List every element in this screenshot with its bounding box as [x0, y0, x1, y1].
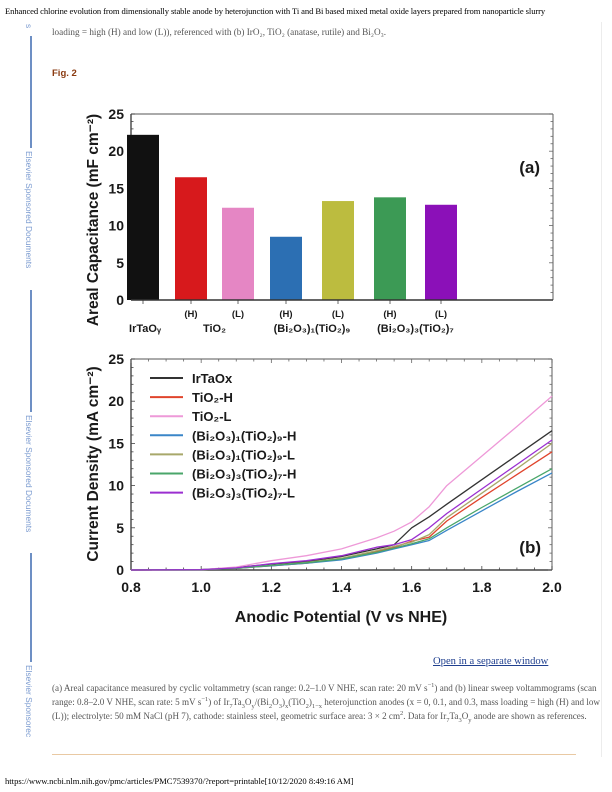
y-tick-label: 0: [116, 562, 124, 578]
y-tick-label: 5: [116, 255, 124, 271]
sidebar-label: Elsevier Sponsorec: [24, 665, 34, 738]
sidebar-label: Elsevier Sponsored Documents: [24, 415, 34, 533]
x-tick-label: 1.0: [191, 579, 211, 595]
x-tick-label: 0.8: [121, 579, 141, 595]
legend-label: TiO₂-H: [192, 390, 233, 405]
y-tick-label: 20: [108, 143, 124, 159]
category-load-label: (L): [332, 309, 344, 320]
legend-label: IrTaOx: [192, 371, 233, 386]
y-tick-label: 15: [108, 180, 124, 196]
section-divider: [52, 754, 576, 755]
bar: [374, 197, 406, 300]
bar: [425, 204, 457, 300]
document-title: Enhanced chlorine evolution from dimensi…: [5, 6, 546, 16]
category-load-label: (H): [383, 309, 396, 320]
y-axis-title: Current Density (mA cm⁻²): [85, 366, 102, 561]
y-tick-label: 0: [116, 292, 124, 308]
y-tick-label: 10: [108, 218, 124, 234]
legend-label: (Bi₂O₃)₁(TiO₂)₉-L: [192, 447, 295, 462]
y-axis-title: Areal Capacitance (mF cm⁻²): [85, 114, 102, 326]
y-tick-label: 25: [108, 351, 124, 367]
panel-label: (a): [519, 158, 540, 177]
y-tick-label: 10: [108, 478, 124, 494]
sidebar-label: Elsevier Sponsored Documents: [24, 151, 34, 269]
legend-label: TiO₂-L: [192, 409, 232, 424]
legend-label: (Bi₂O₃)₃(TiO₂)₇-H: [192, 467, 296, 482]
y-tick-label: 5: [116, 520, 124, 536]
legend-label: (Bi₂O₃)₁(TiO₂)₉-H: [192, 428, 296, 443]
y-tick-label: 25: [108, 106, 124, 122]
series-line: [130, 439, 553, 571]
category-load-label: (L): [435, 309, 447, 320]
sidebar-watermark: s Elsevier Sponsored Documents Elsevier …: [0, 0, 40, 780]
sidebar-rule: [30, 36, 32, 148]
category-label: IrTaOᵧ: [129, 323, 162, 335]
sidebar-rule: [30, 553, 32, 662]
x-tick-label: 1.6: [402, 579, 422, 595]
intro-text: loading = high (H) and low (L)), referen…: [52, 27, 387, 37]
figure-label: Fig. 2: [52, 68, 77, 79]
bar: [175, 177, 207, 300]
y-tick-label: 15: [108, 435, 124, 451]
figure-caption: (a) Areal capacitance measured by cyclic…: [52, 681, 600, 725]
group-label: (Bi₂O₃)₃(TiO₂)₇: [377, 323, 454, 335]
panel-label: (b): [519, 538, 541, 557]
x-tick-label: 1.8: [472, 579, 492, 595]
figure-2: 0 5 10 15 20 25 IrTaOᵧ (H) (L) (H) (L) (H) (L) TiO₂ (B…: [85, 106, 562, 626]
chart-areal-capacitance: 0 5 10 15 20 25 IrTaOᵧ (H) (L) (H) (L) (H) (L) TiO₂ (B…: [85, 106, 554, 335]
x-tick-label: 2.0: [542, 579, 562, 595]
category-load-label: (L): [232, 309, 244, 320]
group-label: (Bi₂O₃)₁(TiO₂)₉: [274, 323, 351, 335]
chart-current-density: 0 5 10 15 20 25 0.8 1.0 1.2 1.4 1.6 1.8 2.0 IrTaOx TiO…: [85, 351, 562, 626]
bar: [322, 201, 354, 300]
series-line: [130, 395, 553, 571]
group-label: TiO₂: [203, 323, 226, 335]
bar: [222, 207, 254, 300]
right-border: [601, 22, 602, 757]
sidebar-fragment: s: [24, 24, 34, 29]
x-tick-label: 1.4: [332, 579, 352, 595]
x-axis-title: Anodic Potential (V vs NHE): [235, 609, 447, 626]
y-tick-label: 20: [108, 393, 124, 409]
bar: [127, 134, 159, 300]
bar: [270, 236, 302, 300]
page-footer-url: https://www.ncbi.nlm.nih.gov/pmc/article…: [5, 776, 354, 786]
category-load-label: (H): [279, 309, 292, 320]
category-load-label: (H): [184, 309, 197, 320]
sidebar-rule: [30, 290, 32, 412]
legend-label: (Bi₂O₃)₃(TiO₂)₇-L: [192, 486, 295, 501]
x-tick-label: 1.2: [262, 579, 282, 595]
open-in-new-window-link[interactable]: Open in a separate window: [433, 656, 549, 667]
